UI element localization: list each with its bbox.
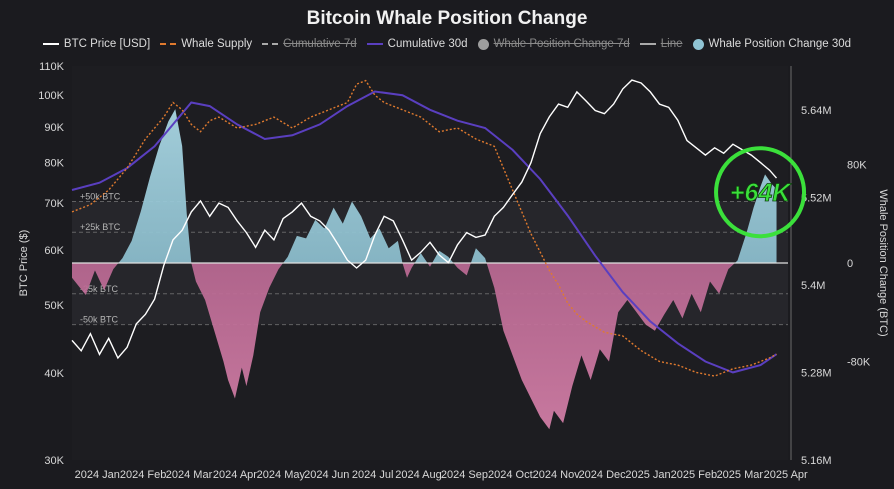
x-axis-tick-label: 2024 Sep: [441, 469, 488, 481]
legend-item[interactable]: Whale Position Change 30d: [692, 38, 852, 50]
whale-supply-line: [71, 79, 777, 377]
legend-swatch: [160, 43, 177, 45]
left-axis-tick-label: 30K: [44, 455, 64, 467]
legend-swatch: [692, 38, 704, 50]
legend-item[interactable]: Whale Supply: [160, 38, 252, 50]
x-axis-tick-label: 2025 Feb: [671, 469, 717, 481]
left-axis-tick-label: 80K: [44, 158, 64, 170]
legend-item[interactable]: Whale Position Change 7d: [477, 38, 630, 50]
left-axis-tick-label: 70K: [44, 198, 64, 210]
right-axis-tick-label: 0: [847, 258, 853, 270]
reference-line-label: -25k BTC: [80, 284, 119, 294]
left-axis-tick-label: 100K: [38, 90, 64, 102]
legend-item[interactable]: Cumulative 7d: [262, 38, 357, 50]
legend-label: Whale Position Change 7d: [493, 38, 630, 50]
left-axis-tick-label: 90K: [44, 122, 64, 134]
supply-axis-tick-label: 5.28M: [801, 367, 832, 379]
legend-swatch: [262, 43, 279, 45]
supply-axis-tick-label: 5.4M: [801, 280, 825, 292]
x-axis-tick-label: 2024 Dec: [579, 469, 627, 481]
left-axis-tick-label: 110K: [39, 61, 65, 73]
chart-legend: BTC Price [USD] Whale Supply Cumulative 7d…: [0, 38, 894, 50]
supply-axis-tick-label: 5.64M: [801, 105, 832, 117]
legend-item[interactable]: Line: [639, 38, 683, 50]
supply-axis-tick-label: 5.52M: [801, 192, 832, 204]
left-axis-tick-label: 60K: [44, 245, 64, 257]
legend-label: Whale Position Change 30d: [708, 38, 852, 50]
x-axis-tick-label: 2024 Mar: [166, 469, 213, 481]
annotation-circle: [714, 146, 807, 239]
annotation-label: +64K: [730, 179, 792, 207]
legend-label: Cumulative 7d: [283, 38, 357, 50]
x-axis-tick-label: 2024 Jul: [352, 469, 394, 481]
x-axis-tick-label: 2024 Jun: [304, 469, 349, 481]
whale-change-positive-area: [72, 109, 777, 263]
right-axis-tick-label: 80K: [847, 160, 867, 172]
legend-swatch: [477, 38, 489, 50]
left-axis-tick-label: 50K: [44, 300, 64, 312]
supply-axis-tick-label: 5.16M: [801, 455, 832, 467]
reference-line-label: -50k BTC: [80, 315, 119, 325]
reference-line-label: +25k BTC: [80, 222, 121, 232]
legend-swatch: [639, 43, 656, 45]
x-axis-tick-label: 2025 Apr: [764, 469, 808, 481]
x-axis-tick-label: 2024 Aug: [395, 469, 442, 481]
legend-label: BTC Price [USD]: [63, 38, 151, 50]
cumulative-30d-line: [71, 90, 778, 374]
x-axis-tick-label: 2025 Mar: [717, 469, 764, 481]
legend-label: Cumulative 30d: [387, 38, 468, 50]
chart-title: Bitcoin Whale Position Change: [306, 8, 588, 29]
x-axis-tick-label: 2025 Jan: [625, 469, 670, 481]
x-axis-tick-label: 2024 Jan: [75, 469, 120, 481]
x-axis-tick-label: 2024 Oct: [488, 469, 533, 481]
x-axis-tick-label: 2024 May: [257, 469, 306, 481]
right-axis-tick-label: -80K: [847, 357, 871, 369]
legend-swatch: [366, 43, 383, 45]
right-axis-title: Whale Position Change (BTC): [877, 189, 889, 336]
x-axis-tick-label: 2024 Nov: [533, 469, 581, 481]
btc-price-line: [71, 79, 778, 360]
legend-swatch: [42, 43, 59, 45]
legend-item[interactable]: BTC Price [USD]: [42, 38, 151, 50]
legend-item[interactable]: Cumulative 30d: [366, 38, 468, 50]
x-axis-tick-label: 2024 Feb: [120, 469, 166, 481]
whale-change-negative-area: [72, 263, 777, 430]
left-axis-tick-label: 40K: [44, 368, 64, 380]
legend-label: Line: [660, 38, 683, 50]
left-axis-title: BTC Price ($): [18, 230, 30, 297]
legend-label: Whale Supply: [181, 38, 253, 50]
x-axis-tick-label: 2024 Apr: [213, 469, 257, 481]
